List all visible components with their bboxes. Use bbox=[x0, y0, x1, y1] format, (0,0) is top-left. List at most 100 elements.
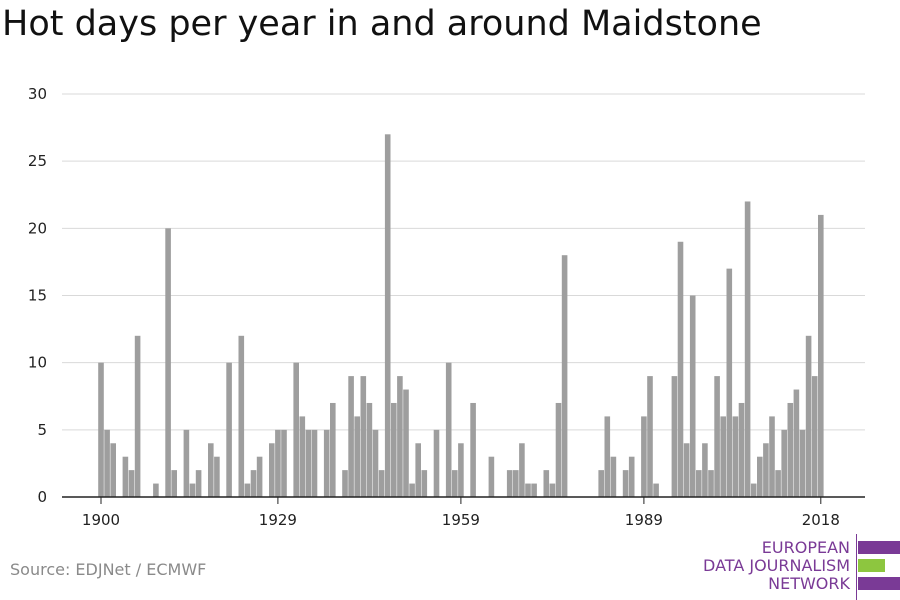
x-tick-label: 1989 bbox=[625, 511, 663, 529]
y-tick-label: 25 bbox=[28, 152, 47, 170]
y-tick-label: 30 bbox=[28, 85, 47, 103]
chart-title: Hot days per year in and around Maidston… bbox=[2, 4, 762, 44]
bar bbox=[604, 416, 611, 497]
bar bbox=[653, 483, 659, 497]
bar bbox=[598, 470, 604, 497]
bar bbox=[452, 470, 458, 497]
bar bbox=[366, 402, 373, 497]
bar bbox=[610, 456, 617, 497]
bar bbox=[299, 416, 306, 497]
bar bbox=[689, 295, 696, 497]
bar bbox=[506, 470, 513, 497]
bar bbox=[811, 376, 818, 497]
bar bbox=[433, 429, 440, 497]
bar bbox=[238, 335, 245, 497]
bar bbox=[525, 483, 531, 497]
bar bbox=[250, 470, 257, 497]
bar bbox=[763, 443, 769, 497]
bar bbox=[793, 389, 800, 497]
bar bbox=[189, 483, 196, 497]
bar bbox=[757, 456, 763, 497]
bar bbox=[561, 255, 568, 497]
bar bbox=[799, 429, 806, 497]
bar bbox=[513, 470, 519, 497]
bar bbox=[110, 443, 116, 497]
bar bbox=[165, 228, 171, 498]
bar bbox=[281, 429, 287, 497]
bar bbox=[677, 241, 684, 497]
logo-bar-purple-bottom bbox=[858, 577, 900, 590]
bar bbox=[470, 402, 476, 497]
logo-divider bbox=[856, 534, 857, 600]
bar bbox=[311, 429, 318, 497]
bar bbox=[214, 456, 220, 497]
bar bbox=[421, 470, 428, 497]
edjnet-logo: EUROPEAN DATA JOURNALISM NETWORK bbox=[700, 534, 900, 600]
bar bbox=[641, 416, 647, 497]
bar bbox=[543, 470, 550, 497]
bar bbox=[519, 443, 525, 497]
bar bbox=[818, 214, 824, 497]
bar bbox=[805, 335, 812, 497]
bar bbox=[360, 376, 367, 497]
x-tick-label: 1900 bbox=[82, 511, 120, 529]
bar bbox=[549, 483, 556, 497]
bar bbox=[293, 362, 299, 497]
bar bbox=[555, 402, 562, 497]
bar bbox=[628, 456, 635, 497]
bar bbox=[330, 402, 336, 497]
bar bbox=[134, 335, 141, 497]
bar bbox=[702, 443, 708, 497]
bar bbox=[488, 456, 495, 497]
y-tick-label: 0 bbox=[37, 488, 47, 506]
bars bbox=[98, 134, 824, 498]
bar bbox=[153, 483, 159, 497]
y-tick-label: 15 bbox=[28, 287, 47, 305]
bar bbox=[256, 456, 263, 497]
axes: 0 5 10 15 20 25 30 1900 1929 1959 1989 2018 bbox=[28, 85, 865, 529]
y-tick-label: 10 bbox=[28, 354, 47, 372]
bar bbox=[372, 429, 379, 497]
bar bbox=[378, 470, 385, 497]
bar bbox=[775, 470, 781, 497]
y-tick-label: 5 bbox=[37, 421, 47, 439]
bar bbox=[671, 376, 678, 497]
bar bbox=[720, 416, 726, 497]
logo-line-2: DATA JOURNALISM bbox=[703, 556, 850, 575]
logo-line-3: NETWORK bbox=[768, 574, 850, 593]
bar bbox=[708, 470, 714, 497]
bar bbox=[403, 389, 409, 497]
bar bbox=[726, 268, 733, 497]
bar bbox=[781, 429, 787, 497]
bar bbox=[391, 402, 397, 497]
gridlines bbox=[62, 93, 865, 431]
x-tick-label: 1929 bbox=[259, 511, 297, 529]
bar bbox=[305, 429, 312, 497]
bar-chart: 0 5 10 15 20 25 30 1900 1929 1959 1989 2018 bbox=[28, 85, 865, 529]
bar bbox=[409, 483, 415, 497]
bar bbox=[128, 470, 135, 497]
bar bbox=[714, 376, 720, 497]
bar bbox=[269, 443, 275, 497]
bar bbox=[696, 470, 702, 497]
bar bbox=[348, 376, 354, 497]
bar bbox=[415, 443, 421, 497]
bar bbox=[171, 470, 177, 497]
bar bbox=[195, 470, 202, 497]
bar bbox=[787, 402, 794, 497]
bar bbox=[647, 376, 653, 497]
x-tick-label: 1959 bbox=[442, 511, 480, 529]
bar bbox=[744, 201, 751, 497]
x-tick-label: 2018 bbox=[802, 511, 840, 529]
bar bbox=[531, 483, 537, 497]
bar bbox=[226, 362, 232, 497]
bar bbox=[104, 429, 110, 497]
bar bbox=[750, 483, 757, 497]
bar bbox=[445, 362, 452, 497]
bar bbox=[323, 429, 330, 497]
source-note: Source: EDJNet / ECMWF bbox=[10, 560, 207, 579]
y-tick-label: 20 bbox=[28, 219, 47, 237]
bar bbox=[384, 134, 391, 498]
bar bbox=[354, 416, 360, 497]
bar bbox=[342, 470, 348, 497]
